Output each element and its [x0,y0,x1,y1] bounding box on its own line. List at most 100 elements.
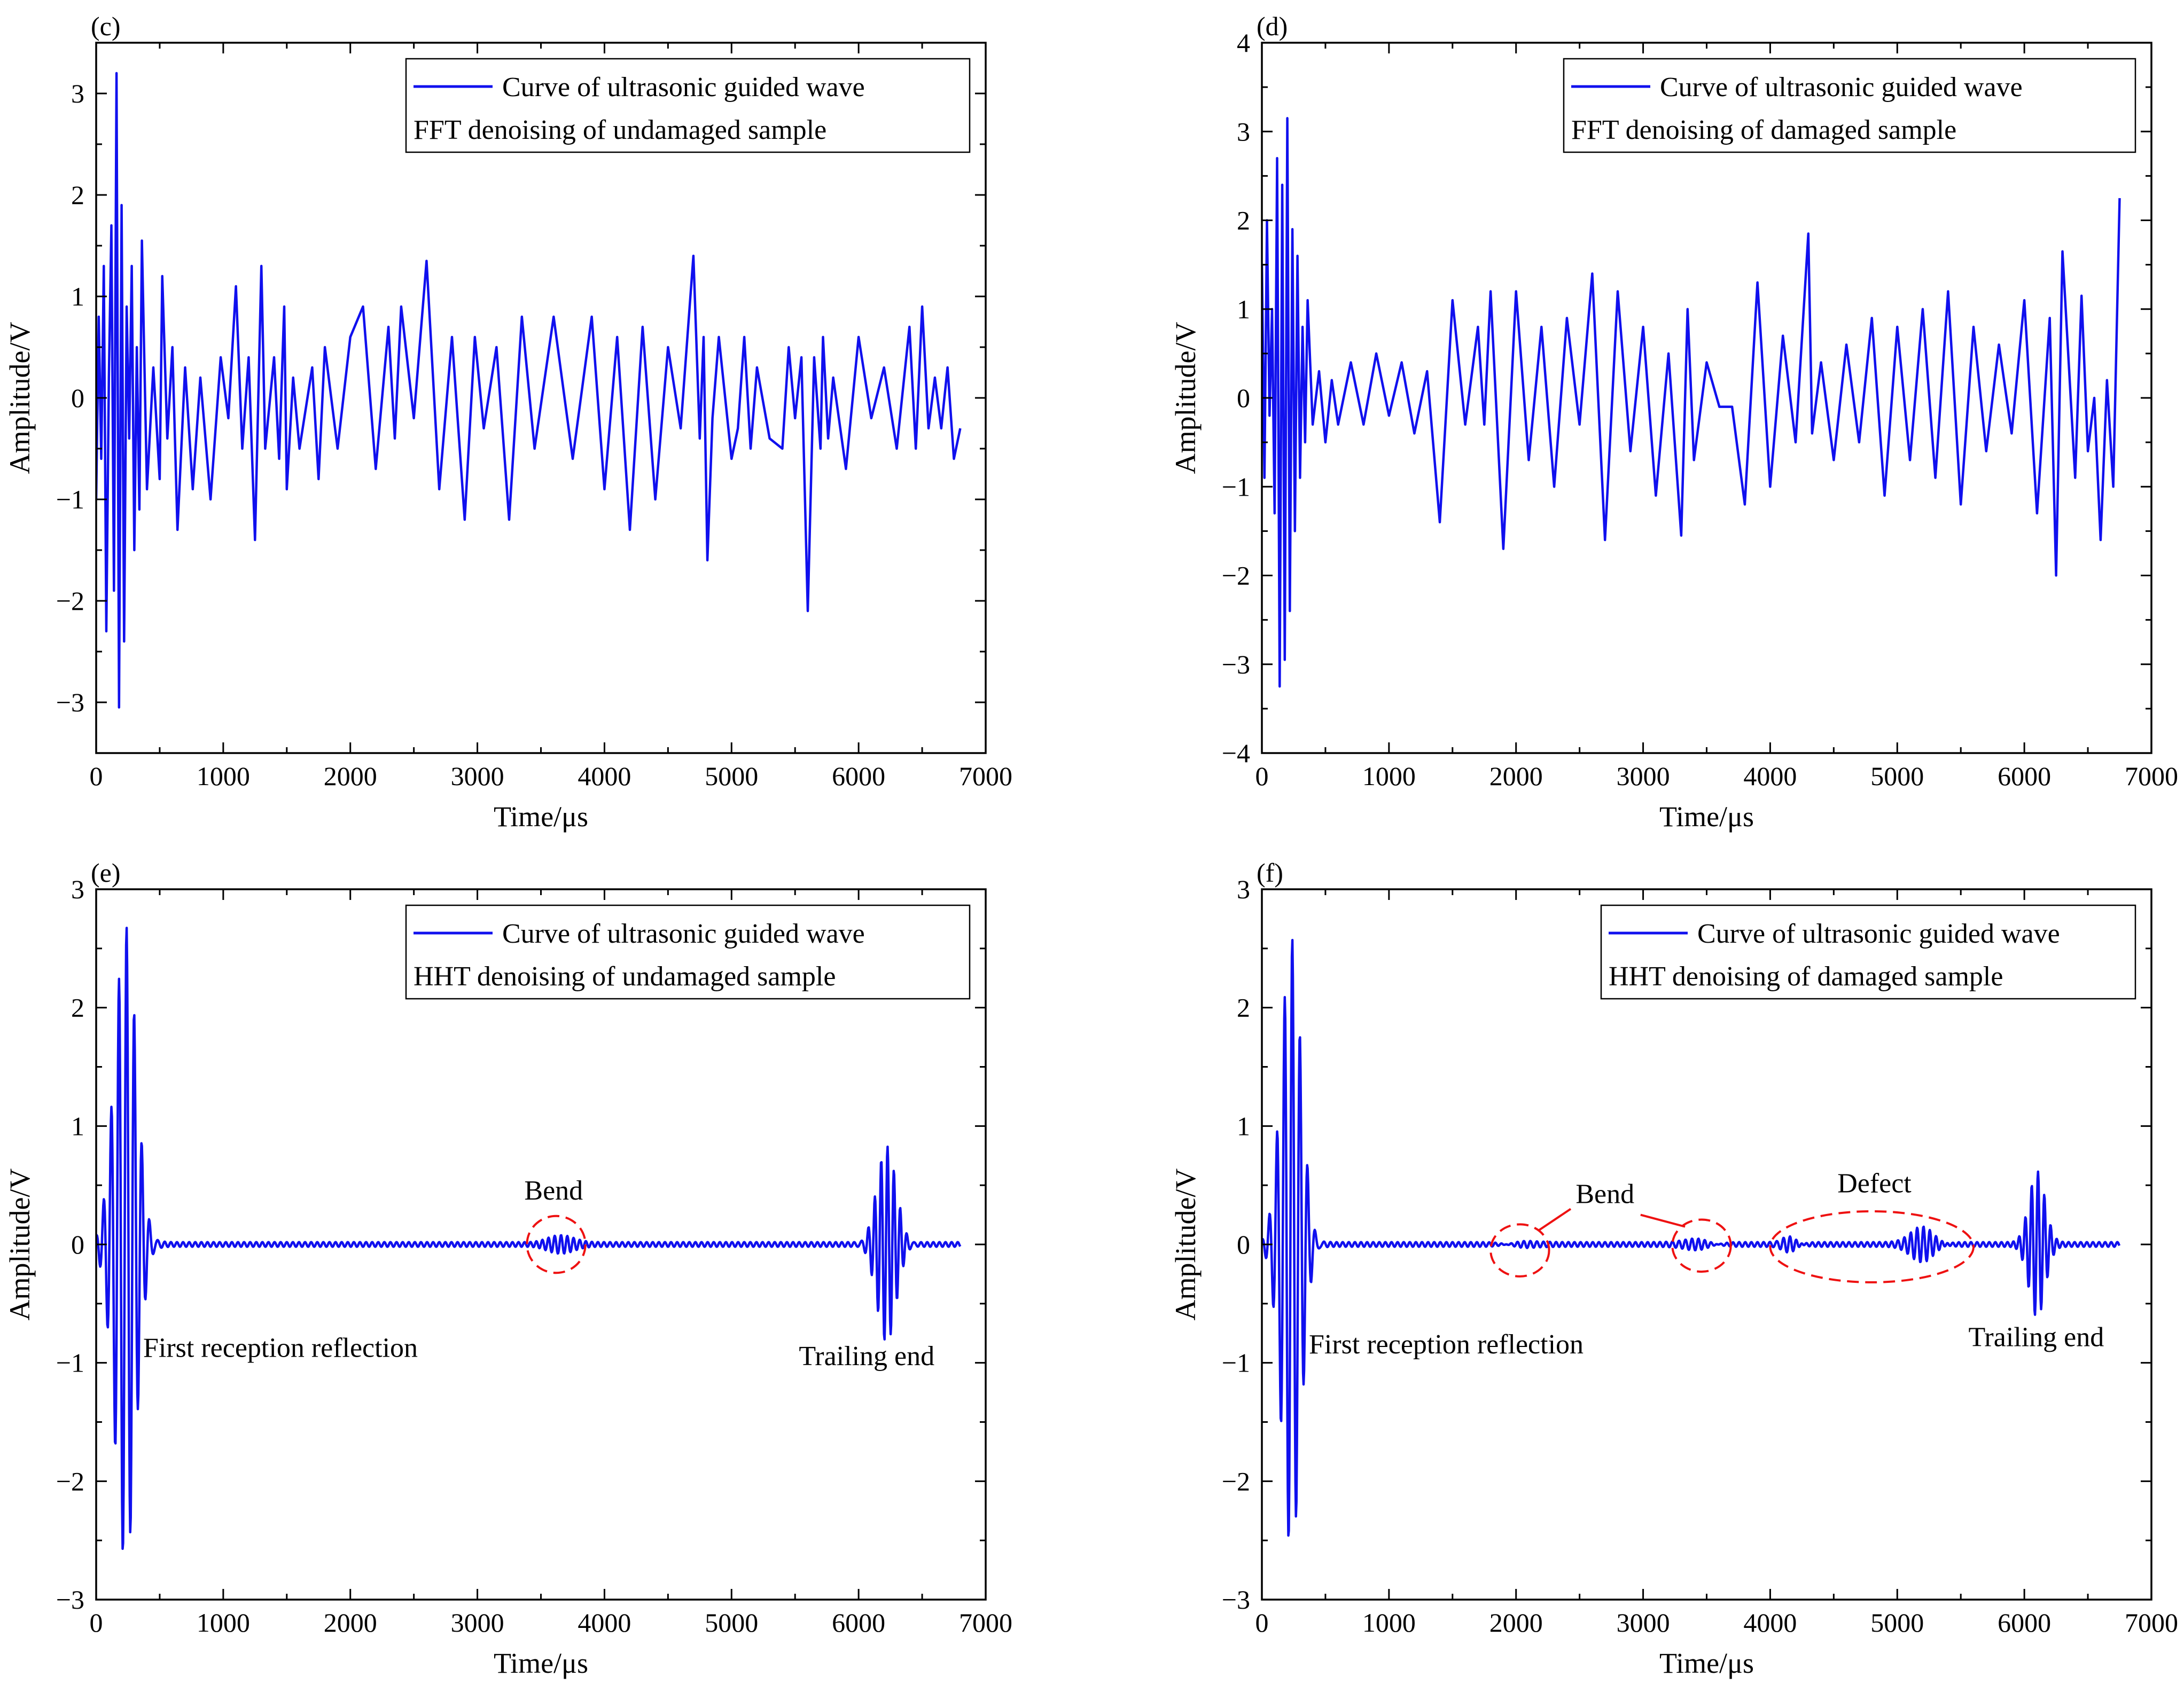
annotation-label-e-2: Trailing end [799,1341,934,1372]
legend-series-label-f: Curve of ultrasonic guided wave [1697,919,2060,949]
y-tick-label-e-2: −1 [56,1348,84,1378]
x-tick-label-d-1: 1000 [1362,761,1416,791]
panel-label-d: (d) [1257,11,1288,41]
x-axis-title-d: Time/μs [1659,801,1754,833]
legend-e: Curve of ultrasonic guided wave HHT denoi… [405,904,971,1000]
y-tick-label-c-6: 3 [71,79,84,108]
x-tick-label-f-1: 1000 [1362,1608,1416,1638]
y-tick-label-d-8: 4 [1237,28,1250,58]
legend-box-e [405,904,971,1000]
x-tick-label-c-3: 3000 [451,761,504,791]
legend-sub-label-c: FFT denoising of undamaged sample [414,115,826,145]
x-tick-label-e-0: 0 [90,1608,103,1638]
y-tick-label-c-0: −3 [56,687,84,717]
panel-label-c: (c) [91,11,121,41]
y-axis-title-f: Amplitude/V [1169,1169,1202,1321]
annotation-label-f-0: Bend [1575,1179,1634,1209]
panel-label-f: (f) [1257,858,1283,888]
y-tick-label-c-3: 0 [71,383,84,413]
panel-f: 0 1000 2000 3000 4000 5000 6000 7000 −3 −2 −1 0 1 2 3 T… [1169,858,2178,1679]
y-tick-label-d-0: −4 [1222,738,1250,768]
x-tick-label-f-5: 5000 [1870,1608,1924,1638]
legend-sub-label-f: HHT denoising of damaged sample [1609,961,2003,992]
legend-series-label-c: Curve of ultrasonic guided wave [502,72,865,103]
y-tick-label-f-0: −3 [1222,1585,1250,1615]
panel-d: 0 1000 2000 3000 4000 5000 6000 7000 −4 −3 −2 −1 0 1 2… [1169,11,2178,833]
series-line-d-0 [1262,117,2121,688]
y-tick-label-f-3: 0 [1237,1229,1250,1259]
legend-box-d [1563,58,2136,153]
y-tick-label-d-4: 0 [1237,383,1250,413]
annotation-ellipse-f-6 [1769,1210,1975,1283]
panel-label-e: (e) [91,858,121,888]
x-tick-label-d-6: 6000 [1998,761,2051,791]
y-tick-label-d-2: −2 [1222,561,1250,591]
y-tick-label-e-4: 1 [71,1111,84,1141]
legend-sub-label-e: HHT denoising of undamaged sample [414,961,836,992]
y-tick-label-e-3: 0 [71,1229,84,1259]
annotation-label-e-1: First reception reflection [143,1333,418,1364]
y-tick-label-c-1: −2 [56,586,84,616]
series-line-f-0 [1262,938,2121,1537]
x-tick-label-c-0: 0 [90,761,103,791]
y-tick-label-d-7: 3 [1237,116,1250,146]
panel-e: 0 1000 2000 3000 4000 5000 6000 7000 −3 −2 −1 0 1 2 3 T… [4,858,1012,1679]
legend-f: Curve of ultrasonic guided wave HHT denoi… [1600,904,2136,1000]
legend-series-label-d: Curve of ultrasonic guided wave [1660,72,2023,103]
x-tick-label-d-5: 5000 [1870,761,1924,791]
annotation-label-e-0: Bend [524,1176,583,1206]
x-tick-label-e-2: 2000 [324,1608,377,1638]
x-axis-title-f: Time/μs [1659,1647,1754,1679]
series-line-e-0 [96,927,962,1550]
y-tick-label-c-4: 1 [71,281,84,311]
series-line-c-0 [96,72,962,709]
legend-box-c [405,58,971,153]
y-tick-label-e-6: 3 [71,874,84,904]
x-axis-title-e: Time/μs [494,1647,588,1679]
y-tick-label-f-6: 3 [1237,874,1250,904]
legend-series-label-e: Curve of ultrasonic guided wave [502,919,865,949]
x-tick-label-e-1: 1000 [197,1608,250,1638]
annotation-ellipse-f-5 [1671,1218,1732,1273]
y-tick-label-d-5: 1 [1237,294,1250,324]
y-tick-label-d-3: −1 [1222,472,1250,502]
legend-d: Curve of ultrasonic guided wave FFT denoi… [1563,58,2136,153]
x-tick-label-f-7: 7000 [2125,1608,2178,1638]
annotation-connector-f-8 [1640,1213,1686,1228]
y-tick-label-e-1: −2 [56,1466,84,1496]
y-tick-label-f-1: −2 [1222,1466,1250,1496]
x-tick-label-c-7: 7000 [959,761,1012,791]
y-tick-label-f-5: 2 [1237,993,1250,1023]
y-tick-label-d-1: −3 [1222,649,1250,679]
annotation-connector-f-7 [1538,1208,1572,1232]
x-tick-label-f-2: 2000 [1489,1608,1543,1638]
y-axis-title-c: Amplitude/V [4,322,36,474]
y-axis-title-e: Amplitude/V [4,1169,36,1321]
x-tick-label-f-0: 0 [1255,1608,1269,1638]
x-tick-label-d-4: 4000 [1743,761,1797,791]
panel-c: 0 1000 2000 3000 4000 5000 6000 7000 −3 −2 −1 0 1 2 3 T… [4,11,1012,833]
x-tick-label-e-6: 6000 [832,1608,885,1638]
annotation-label-f-2: First reception reflection [1309,1329,1584,1360]
x-tick-label-c-1: 1000 [197,761,250,791]
annotation-ellipse-e-3 [526,1215,587,1274]
x-tick-label-e-3: 3000 [451,1608,504,1638]
y-axis-title-d: Amplitude/V [1169,322,1202,474]
legend-sub-label-d: FFT denoising of damaged sample [1571,115,1956,145]
x-tick-label-e-4: 4000 [578,1608,631,1638]
annotation-label-f-1: Defect [1837,1168,1912,1198]
annotation-label-f-3: Trailing end [1968,1322,2104,1353]
x-tick-label-c-6: 6000 [832,761,885,791]
x-tick-label-c-5: 5000 [705,761,758,791]
y-tick-label-c-5: 2 [71,180,84,210]
y-tick-label-c-2: −1 [56,484,84,514]
y-tick-label-e-5: 2 [71,993,84,1023]
x-tick-label-d-0: 0 [1255,761,1269,791]
legend-box-f [1600,904,2136,1000]
y-tick-label-d-6: 2 [1237,206,1250,236]
x-tick-label-e-7: 7000 [959,1608,1012,1638]
y-tick-label-e-0: −3 [56,1585,84,1615]
y-tick-label-f-4: 1 [1237,1111,1250,1141]
x-tick-label-d-7: 7000 [2125,761,2178,791]
